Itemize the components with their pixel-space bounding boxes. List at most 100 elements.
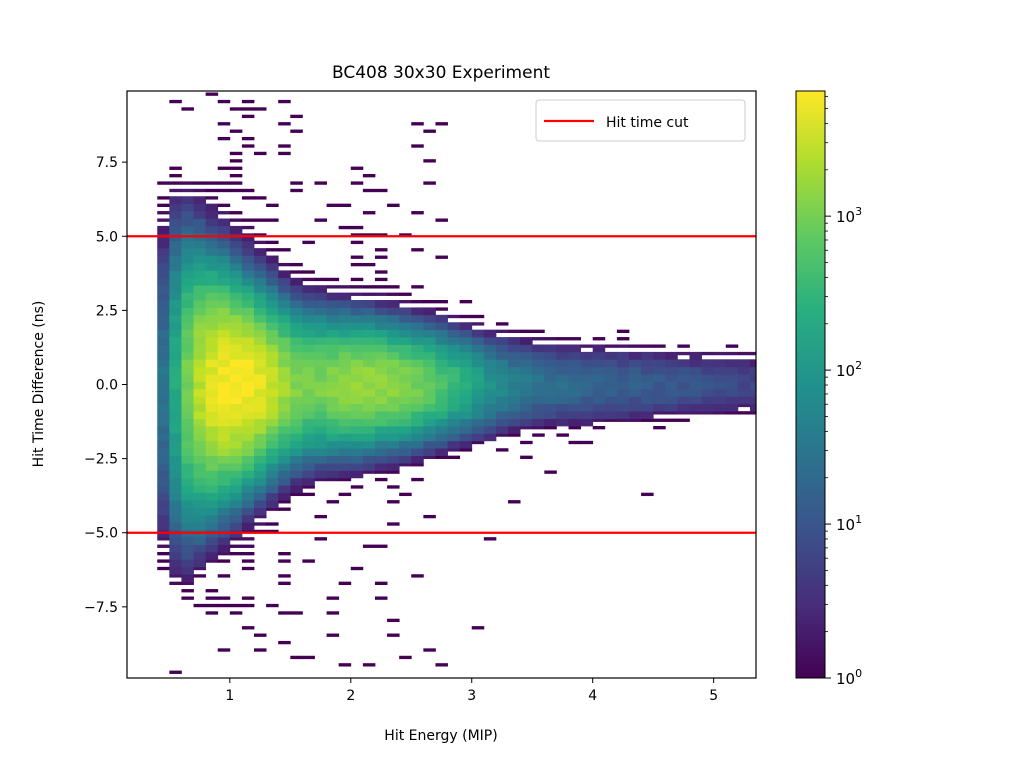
heatmap-cell [193,477,207,486]
heatmap-cell [241,359,255,368]
heatmap-cell [193,574,207,578]
heatmap-cell [423,344,436,353]
heatmap-cell [205,492,219,501]
heatmap-cell [205,329,219,338]
heatmap-cell [374,411,388,419]
heatmap-cell [641,396,654,405]
heatmap-cell [241,329,255,338]
heatmap-cell [241,559,255,563]
heatmap-cell [157,544,170,548]
heatmap-cell [169,440,182,449]
heatmap-cell [241,433,255,442]
heatmap-cell [229,218,243,222]
heatmap-cell [193,203,207,212]
heatmap-cell [278,374,291,382]
heatmap-cell [205,426,219,434]
heatmap-cell [556,403,569,412]
heatmap-cell [205,522,219,531]
heatmap-cell [193,292,207,301]
heatmap-cell [568,366,582,375]
y-tick-label: −5.0 [84,526,118,542]
heatmap-cell [157,514,170,523]
heatmap-cell [278,611,291,615]
heatmap-cell [399,418,412,427]
heatmap-cell [229,388,243,397]
heatmap-cell [483,344,497,353]
heatmap-cell [532,396,545,405]
heatmap-cell [302,396,315,405]
heatmap-cell [278,492,291,501]
heatmap-cell [217,507,231,516]
heatmap-cell [193,388,207,397]
heatmap-cell [254,426,267,434]
heatmap-cell [169,544,182,553]
heatmap-cell [362,285,376,289]
heatmap-cell [229,211,243,215]
heatmap-cell [241,448,255,457]
heatmap-cell [229,292,243,301]
heatmap-cell [217,596,231,600]
heatmap-cell [302,403,315,412]
heatmap-cell [217,248,231,256]
heatmap-cell [713,411,727,415]
heatmap-cell [205,403,219,412]
heatmap-cell [399,307,412,316]
heatmap-cell [411,351,424,360]
heatmap-cell [350,403,364,412]
heatmap-cell [435,403,448,412]
heatmap-cell [290,655,303,660]
heatmap-cell [254,388,267,397]
heatmap-cell [374,322,388,331]
heatmap-cell [350,485,364,489]
heatmap-cell [411,455,424,464]
heatmap-cell [399,322,412,331]
heatmap-cell [278,433,291,442]
heatmap-cell [628,351,642,360]
heatmap-cell [387,374,400,382]
heatmap-cell [459,329,473,338]
heatmap-cell [169,285,182,293]
heatmap-cell [411,381,424,390]
heatmap-cell [217,225,231,234]
heatmap-cell [350,426,364,434]
heatmap-cell [326,418,340,427]
heatmap-cell [483,374,497,382]
heatmap-cell [374,314,388,323]
heatmap-cell [181,426,194,434]
heatmap-cell [677,374,690,382]
heatmap-cell [241,626,255,630]
heatmap-cell [229,351,243,360]
heatmap-cell [181,559,194,568]
heatmap-cell [193,440,207,449]
heatmap-cell [628,344,642,348]
heatmap-cell [713,351,727,356]
heatmap-cell [241,277,255,286]
heatmap-cell [278,322,291,331]
heatmap-cell [193,381,207,390]
heatmap-cell [157,344,170,353]
heatmap-cell [205,211,219,219]
heatmap-cell [254,359,267,368]
heatmap-cell [181,566,194,575]
heatmap-cell [483,433,497,442]
heatmap-cell [423,648,436,652]
heatmap-cell [362,314,376,323]
heatmap-cell [556,351,569,360]
heatmap-cell [423,181,436,185]
heatmap-cell [495,448,509,452]
heatmap-cell [338,477,352,482]
heatmap-cell [266,403,279,412]
colorbar-ticks: 100 101 102 103 [825,95,862,688]
heatmap-cell [338,366,352,375]
heatmap-cell [471,626,485,630]
heatmap-cell [205,433,219,442]
heatmap-cell [217,574,231,578]
heatmap-cell [169,552,182,560]
heatmap-cell [181,470,194,479]
heatmap-cell [399,403,412,412]
heatmap-cell [520,337,533,345]
heatmap-cell [568,440,582,445]
heatmap-cell [241,196,255,200]
heatmap-cell [326,611,340,615]
heatmap-cell [290,403,303,412]
